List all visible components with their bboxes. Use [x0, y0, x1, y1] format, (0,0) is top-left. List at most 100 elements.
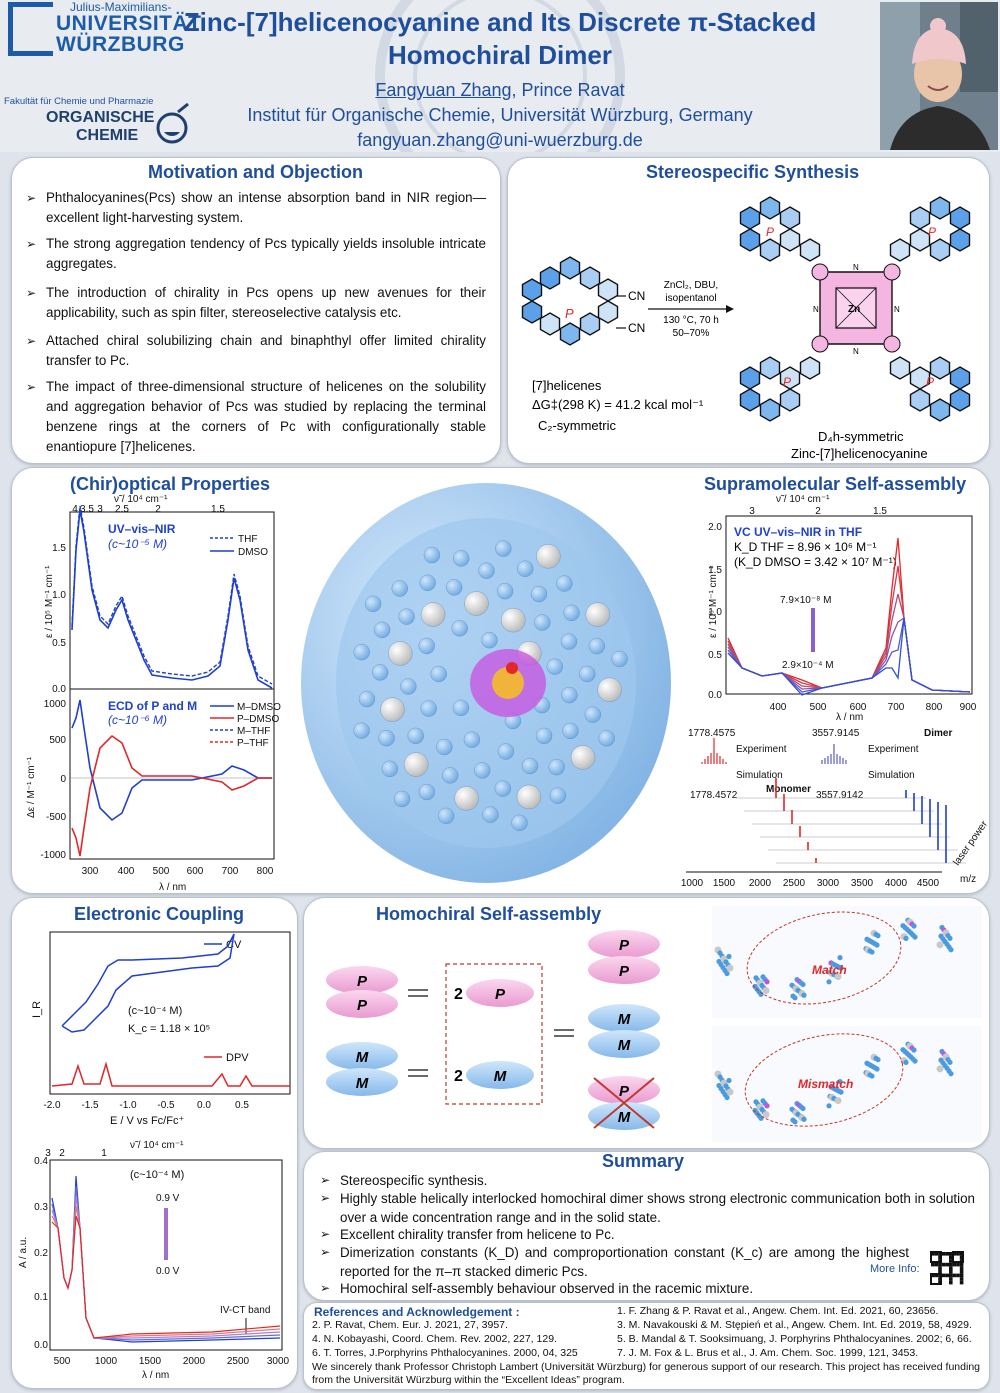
ms-monomer: Monomer: [766, 784, 811, 795]
supra-ytick-4: 0.0: [708, 690, 722, 701]
ms-xtick-3: 2500: [783, 878, 806, 889]
supra-xtick-2: 600: [850, 702, 867, 713]
homochiral-title: Homochiral Self-assembly: [376, 904, 602, 924]
reagents-line1: ZnCl₂, DBU,: [664, 280, 718, 291]
uv-ytick-1: 1.0: [52, 590, 66, 601]
synthesis-scheme: P CN CN ZnCl₂, DBU, isopentanol 130 °C, …: [521, 196, 971, 461]
sec-ylabel: A / a.u.: [18, 1237, 29, 1268]
supra-xtick-4: 800: [926, 702, 943, 713]
synthesis-panel: Stereospecific Synthesis P CN CN ZnCl₂: [507, 157, 990, 464]
cv-plot-frame: [49, 931, 291, 1095]
ecd-ylabel: Δε / M⁻¹ cm⁻¹: [26, 756, 37, 818]
supra-ytick-1: 1.5: [708, 565, 722, 576]
chir-xtick-2: 500: [153, 866, 170, 877]
chiroptical-title: (Chir)optical Properties: [70, 474, 271, 494]
ecd-m-line: [71, 699, 272, 822]
synthesis-title: Stereospecific Synthesis: [646, 162, 860, 182]
ecd-ytick-3: -500: [46, 812, 66, 823]
qr-code-icon[interactable]: [929, 1250, 965, 1286]
ivct-label: IV-CT band: [220, 1305, 270, 1316]
homochiral-scheme: P P M M 2 P 2 M P P M M P M: [326, 906, 982, 1142]
title-line1: Zinc-[7]helicenocyanine and Its Discrete…: [183, 7, 817, 37]
product-name: Zinc-[7]helicenocyanine: [791, 446, 928, 461]
ecd-ytick-4: -1000: [40, 850, 66, 861]
sec-ytick-0: 0.4: [34, 1156, 48, 1167]
ref-right-4: 7. J. M. Fox & L. Brus et al., J. Am. Ch…: [617, 1347, 919, 1359]
helicene-blade-br: [889, 356, 971, 422]
reagents-line2: isopentanol: [665, 293, 716, 304]
mismatch-structure: [712, 1026, 982, 1142]
dpv-trace: [51, 1061, 290, 1087]
supra-xtick-3: 700: [888, 702, 905, 713]
author-block: Fangyuan Zhang, Prince Ravat Institut fü…: [180, 78, 820, 153]
chir-xtick-5: 800: [257, 866, 274, 877]
oc-line1: ORGANISCHE: [46, 109, 155, 126]
motivation-bullet-3: The introduction of chirality in Pcs ope…: [26, 283, 486, 323]
ecd-legend-p-thf: P–THF: [237, 738, 269, 749]
ref-left-2: 4. N. Kobayashi, Coord. Chem. Rev. 2002,…: [312, 1333, 557, 1345]
right-m-bottom: M: [618, 1037, 631, 1054]
zn-label: Zn: [848, 304, 860, 315]
product-symmetry: D₄h-symmetric: [818, 429, 904, 444]
chir-top-tick-2: 3: [97, 504, 103, 515]
ms-simulation-1: Simulation: [736, 770, 783, 781]
ecd-ytick-1: 500: [49, 735, 66, 746]
uv-legend-dmso: DMSO: [238, 547, 268, 558]
n-label-top: N: [853, 263, 859, 272]
chir-xtick-4: 700: [222, 866, 239, 877]
electronic-panel: Electronic Coupling CV DPV (c~10⁻⁴ M) K_…: [11, 897, 298, 1389]
title-line2: Homochiral Dimer: [388, 40, 612, 70]
chir-top-tick-1: 3.5: [80, 504, 94, 515]
supra-xtick-0: 400: [770, 702, 787, 713]
supra-top-tick-1: 2: [815, 506, 821, 517]
kc-value: K_c = 1.18 × 10⁵: [128, 1023, 210, 1035]
chir-top-tick-3: 2.5: [115, 504, 129, 515]
motivation-bullet-5: The impact of three-dimensional structur…: [26, 377, 486, 457]
summary-bullet-3: Excellent chirality transfer from helice…: [320, 1225, 975, 1244]
motivation-panel: Motivation and Objection Phthalocyanines…: [11, 157, 501, 464]
ms-xtick-7: 4500: [917, 878, 940, 889]
cv-xtick-4: 0.0: [197, 1100, 211, 1111]
ecd-legend: M–DMSO P–DMSO M–THF P–THF: [210, 702, 281, 749]
supra-xticks: 400 500 600 700 800 900: [770, 702, 977, 713]
sec-yticks: 0.4 0.3 0.2 0.1 0.0: [34, 1156, 48, 1351]
ms-dimer: Dimer: [924, 728, 952, 739]
faculty-label: Fakultät für Chemie und Pharmazie: [4, 96, 154, 107]
uni-line2: UNIVERSITÄT: [56, 12, 202, 35]
uv-legend: THF DMSO: [210, 534, 268, 558]
university-logo-bracket: [8, 2, 53, 56]
racemization-barrier: ΔG‡(298 K) = 41.2 kcal mol⁻¹: [532, 397, 704, 412]
sec-top-axis-label: ν̃ / 10⁴ cm⁻¹: [130, 1140, 184, 1151]
sec-top-tick-2: 1: [101, 1148, 107, 1159]
cv-xtick-0: -2.0: [43, 1100, 61, 1111]
supra-ytick-2: 1.0: [708, 607, 722, 618]
helicene-blade-bl: [739, 356, 821, 422]
match-structure: [712, 906, 982, 1018]
uv-ytick-0: 1.5: [52, 543, 66, 554]
motivation-bullet-1: Phthalocyanines(Pcs) show an intense abs…: [26, 188, 486, 228]
sec-xtick-0: 500: [54, 1356, 71, 1367]
electronic-charts: CV DPV (c~10⁻⁴ M) K_c = 1.18 × 10⁵ I_R -…: [18, 931, 291, 1381]
right-p-top: P: [619, 937, 630, 954]
ms-xtick-0: 1000: [681, 878, 704, 889]
cv-xlabel: E / V vs Fc/Fc⁺: [110, 1115, 184, 1127]
ref-left-1: 2. P. Ravat, Chem. Eur. J. 2021, 27, 395…: [312, 1319, 508, 1331]
product-p-label-tr: P: [928, 225, 936, 239]
ms-xticks: 1000 1500 2000 2500 3000 3500 4000 4500: [681, 878, 940, 889]
references-title: References and Acknowledgement :: [314, 1305, 520, 1319]
ecd-conc: (c~10⁻⁶ M): [108, 713, 167, 727]
supra-top-ticks: 3 2 1.5: [749, 506, 887, 517]
stack-m-bottom: M: [356, 1075, 369, 1092]
ms-sim2: 3557.9142: [816, 790, 864, 801]
stack-p-bottom: P: [357, 997, 368, 1014]
uni-line3: WÜRZBURG: [56, 33, 185, 56]
properties-panel: (Chir)optical Properties Supramolecular …: [11, 467, 990, 894]
cv-ylabel: I_R: [31, 1001, 43, 1018]
motivation-bullet-4: Attached chiral solubilizing chain and b…: [26, 331, 486, 371]
sec-ytick-1: 0.3: [34, 1202, 48, 1213]
summary-bullet-5: Homochiral self-assembly behaviour obser…: [320, 1279, 975, 1298]
ecd-legend-p-dmso: P–DMSO: [237, 714, 279, 725]
supra-yticks: 2.0 1.5 1.0 0.5 0.0: [708, 522, 722, 701]
email-link[interactable]: fangyuan.zhang@uni-wuerzburg.de: [357, 130, 643, 150]
coef-m: 2: [454, 1068, 463, 1085]
